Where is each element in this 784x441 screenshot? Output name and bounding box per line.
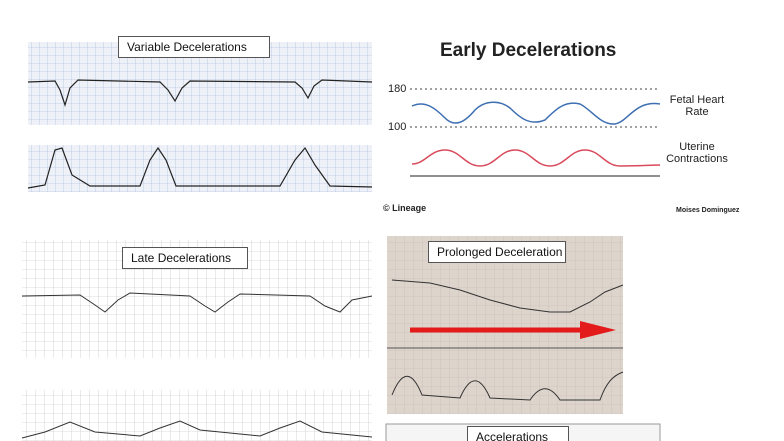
author: Moises Dominguez [676,207,740,214]
scale-label: 100 [388,121,407,133]
prolonged-photo [387,236,624,414]
late-label: Late Decelerations [122,247,248,269]
early-title: Early Decelerations [440,40,617,61]
accelerations-label: Accelerations [467,426,569,441]
prolonged-label: Prolonged Deceleration [428,241,566,263]
variable-label: Variable Decelerations [118,36,270,58]
late-strip [21,240,373,441]
variable-strip [27,42,373,192]
legend-label: Uterine Contractions [666,141,728,165]
early-diagram [410,88,661,177]
credit: © Lineage [383,203,427,213]
legend-label: Fetal Heart Rate [669,94,725,118]
scale-label: 180 [388,83,407,95]
